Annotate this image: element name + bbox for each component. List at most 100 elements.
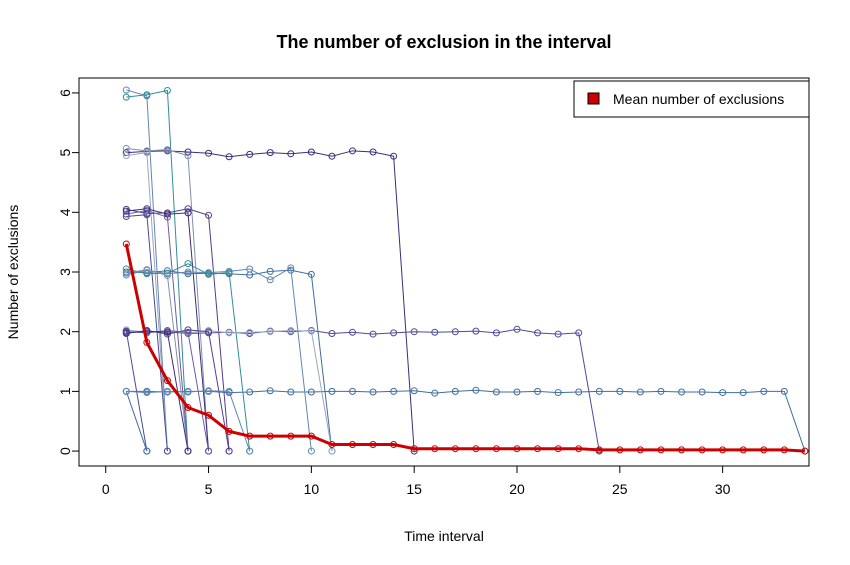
mean-point <box>760 446 768 454</box>
series-point <box>390 387 398 395</box>
series-point <box>225 153 233 161</box>
series-point <box>369 330 377 338</box>
series-point <box>492 329 500 337</box>
mean-point <box>472 445 480 453</box>
series-point <box>575 329 583 337</box>
mean-point <box>492 445 500 453</box>
series-point <box>163 210 171 218</box>
series-point <box>184 152 192 160</box>
mean-point <box>636 446 644 454</box>
series-point <box>205 447 213 455</box>
series-line <box>126 269 189 452</box>
series-point <box>369 148 377 156</box>
series-point <box>472 386 480 394</box>
series-point <box>163 272 171 280</box>
mean-point <box>657 446 665 454</box>
x-tick-label: 0 <box>102 481 110 497</box>
series-point <box>122 212 130 220</box>
series-line <box>126 147 210 452</box>
series-point <box>307 270 315 278</box>
mean-point <box>698 446 706 454</box>
series-point <box>163 447 171 455</box>
series-line <box>126 150 415 452</box>
series-point <box>595 387 603 395</box>
series-point <box>266 267 274 275</box>
series-layer <box>122 86 809 455</box>
series-line <box>125 331 148 452</box>
series-point <box>122 265 130 273</box>
series-line <box>126 214 168 452</box>
series-point <box>287 264 295 272</box>
series-point <box>163 387 171 395</box>
mean-point <box>163 377 171 385</box>
y-tick-label: 3 <box>57 268 73 276</box>
series-point <box>266 387 274 395</box>
series-point <box>122 387 130 395</box>
x-tick-label: 5 <box>205 481 213 497</box>
series-point <box>122 144 130 152</box>
series-point <box>184 205 192 213</box>
series-point <box>657 387 665 395</box>
series-point <box>143 149 151 157</box>
series-point <box>369 388 377 396</box>
series-point <box>390 152 398 160</box>
series-point <box>348 147 356 155</box>
legend-label: Mean number of exclusions <box>613 91 784 107</box>
series-point <box>143 270 151 278</box>
series-point <box>184 260 192 268</box>
series-point <box>287 266 295 274</box>
series-point <box>184 268 192 276</box>
series-point <box>328 152 336 160</box>
series-point <box>534 329 542 337</box>
series-point <box>698 388 706 396</box>
series-point <box>122 86 130 94</box>
series-line <box>126 267 312 452</box>
series-point <box>390 329 398 337</box>
mean-point <box>287 432 295 440</box>
series-point <box>266 149 274 157</box>
series-point <box>328 329 336 337</box>
series-point <box>184 148 192 156</box>
mean-point <box>554 445 562 453</box>
mean-series <box>122 240 809 455</box>
series-point <box>163 87 171 95</box>
y-tick-label: 5 <box>57 149 73 157</box>
mean-point <box>616 446 624 454</box>
legend: Mean number of exclusions <box>573 80 810 118</box>
mean-point <box>328 441 336 449</box>
series-point <box>410 387 418 395</box>
series-point <box>246 447 254 455</box>
mean-point <box>246 432 254 440</box>
series-point <box>205 211 213 219</box>
series-line <box>126 263 251 452</box>
series-point <box>246 150 254 158</box>
series-point <box>575 388 583 396</box>
series-point <box>205 387 213 395</box>
series-line <box>126 152 168 452</box>
mean-line <box>124 243 805 453</box>
series-point <box>225 329 233 337</box>
series-point <box>328 447 336 455</box>
series-point <box>225 447 233 455</box>
mean-point <box>369 441 377 449</box>
y-tick-label: 4 <box>57 208 73 216</box>
x-axis: 0 5 10 15 20 25 30 <box>102 465 731 497</box>
series-point <box>719 389 727 397</box>
series-point <box>184 388 192 396</box>
mean-point <box>266 432 274 440</box>
series-point <box>122 207 130 215</box>
mean-point <box>122 240 130 248</box>
series-line <box>126 89 189 452</box>
mean-point <box>143 338 151 346</box>
series-point <box>307 327 315 335</box>
mean-point <box>739 446 747 454</box>
series-point <box>348 387 356 395</box>
series-point <box>287 388 295 396</box>
mean-point <box>410 445 418 453</box>
mean-point <box>595 446 603 454</box>
series-line <box>126 210 189 452</box>
series-point <box>225 387 233 395</box>
series-point <box>410 328 418 336</box>
series-point <box>246 328 254 336</box>
legend-swatch <box>587 92 600 105</box>
